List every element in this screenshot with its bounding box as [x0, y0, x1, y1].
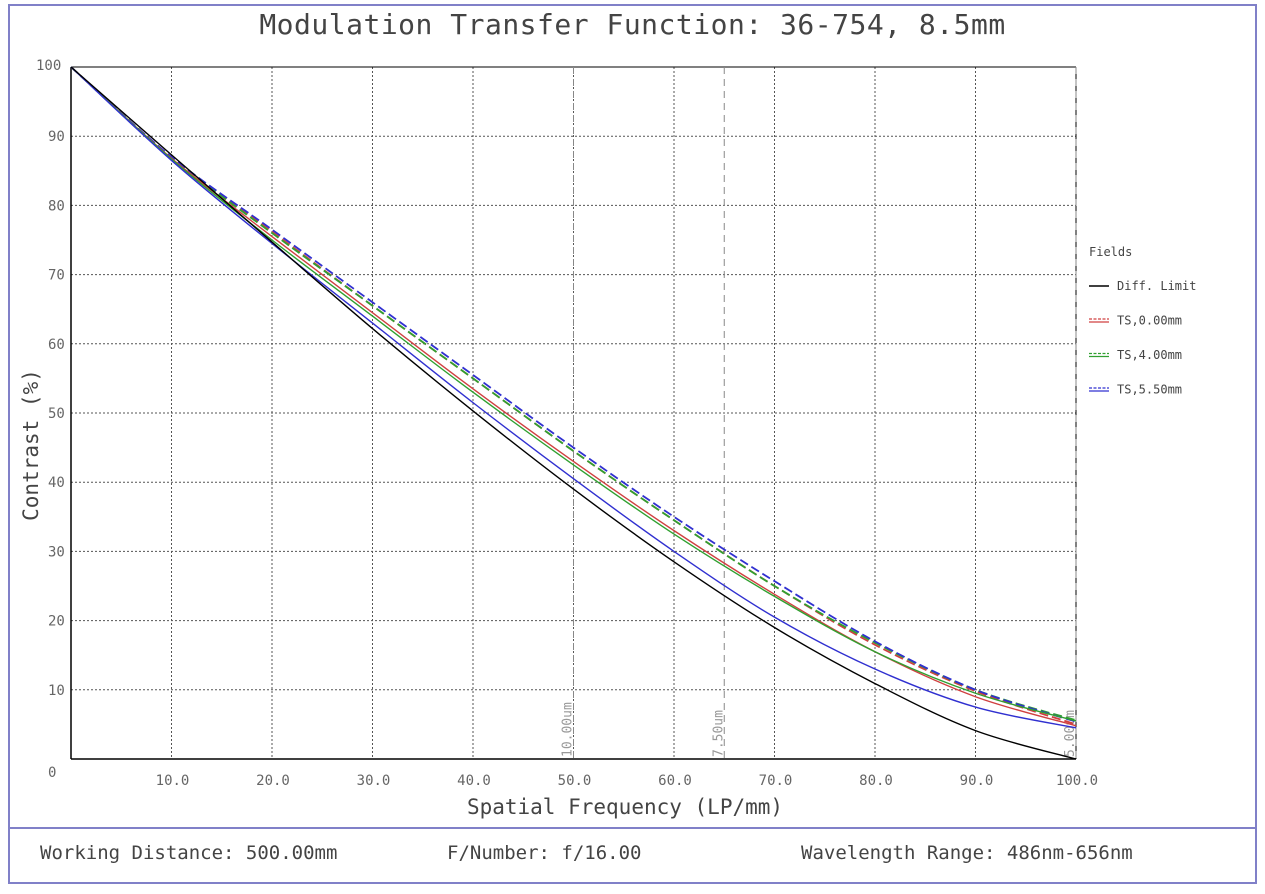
x-tick-label: 80.0: [859, 773, 893, 789]
y-tick-label: 50: [48, 406, 65, 422]
wavelength-range-text: Wavelength Range: 486nm-656nm: [801, 842, 1133, 864]
x-axis-label: Spatial Frequency (LP/mm): [466, 795, 784, 819]
f-number-text: F/Number: f/16.00: [447, 842, 642, 864]
y-tick-label: 90: [48, 129, 65, 145]
series-line-ts-4-00mm-solid: [70, 66, 1077, 722]
legend-entry: TS,0.00mm: [1117, 314, 1182, 328]
y-tick-label: 10: [48, 683, 65, 699]
series-line-ts-5-50mm-solid: [70, 66, 1077, 729]
legend-entry: Diff. Limit: [1117, 279, 1196, 293]
reference-line-label: 5.00um: [1063, 710, 1078, 757]
y-tick-label: 70: [48, 268, 65, 284]
x-tick-label: 90.0: [960, 773, 994, 789]
y-tick-label: 30: [48, 544, 65, 560]
y-tick-label: 20: [48, 614, 65, 630]
x-tick-label: 70.0: [759, 773, 793, 789]
x-tick-label: 10.0: [156, 773, 190, 789]
working-distance-text: Working Distance: 500.00mm: [40, 842, 338, 864]
legend-entry: TS,5.50mm: [1117, 383, 1182, 397]
y-tick-label: 80: [48, 198, 65, 214]
x-tick-label: 30.0: [357, 773, 391, 789]
y-tick-label: 60: [48, 337, 65, 353]
y-axis-label: Contrast (%): [19, 369, 43, 521]
chart-frame: [8, 4, 1257, 884]
y-tick-label: 40: [48, 475, 65, 491]
x-tick-label: 60.0: [658, 773, 692, 789]
series-line-ts-4-00mm-dashed: [70, 66, 1077, 722]
series-line-diff-limit-solid: [70, 66, 1077, 760]
series-line-ts-5-50mm-dashed: [70, 66, 1077, 723]
legend-title: Fields: [1089, 245, 1132, 259]
x-tick-label: 20.0: [256, 773, 290, 789]
x-tick-label: 50.0: [558, 773, 592, 789]
reference-line-label: 7.50um: [711, 710, 726, 757]
y-tick-label: 0: [48, 765, 56, 781]
y-tick-label: 100: [36, 58, 61, 74]
x-tick-label: 100.0: [1056, 773, 1098, 789]
reference-line-label: 10.00um: [561, 702, 576, 757]
footer-divider: [8, 827, 1257, 829]
chart-title: Modulation Transfer Function: 36-754, 8.…: [259, 8, 1006, 41]
legend-entry: TS,4.00mm: [1117, 348, 1182, 362]
x-tick-label: 40.0: [457, 773, 491, 789]
